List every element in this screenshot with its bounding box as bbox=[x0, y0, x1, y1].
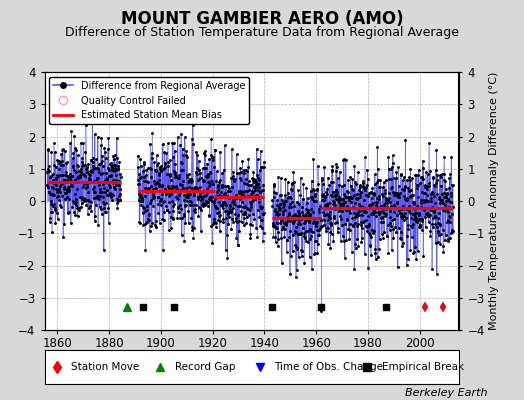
Y-axis label: Monthly Temperature Anomaly Difference (°C): Monthly Temperature Anomaly Difference (… bbox=[489, 72, 499, 330]
Text: Record Gap: Record Gap bbox=[175, 362, 235, 372]
Text: Station Move: Station Move bbox=[71, 362, 140, 372]
Text: MOUNT GAMBIER AERO (AMO): MOUNT GAMBIER AERO (AMO) bbox=[121, 10, 403, 28]
Text: Time of Obs. Change: Time of Obs. Change bbox=[274, 362, 383, 372]
Text: Difference of Station Temperature Data from Regional Average: Difference of Station Temperature Data f… bbox=[65, 26, 459, 39]
Legend: Difference from Regional Average, Quality Control Failed, Estimated Station Mean: Difference from Regional Average, Qualit… bbox=[49, 77, 249, 124]
Text: Berkeley Earth: Berkeley Earth bbox=[405, 388, 487, 398]
Text: Empirical Break: Empirical Break bbox=[382, 362, 464, 372]
